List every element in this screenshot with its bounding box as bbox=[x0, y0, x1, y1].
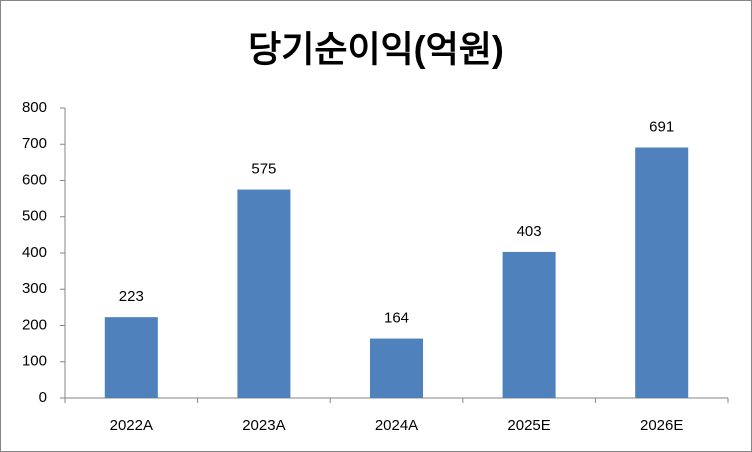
y-tick-label: 100 bbox=[22, 353, 47, 370]
data-label: 691 bbox=[649, 118, 674, 135]
bar bbox=[635, 147, 689, 398]
y-tick-label: 500 bbox=[22, 208, 47, 225]
data-label: 164 bbox=[384, 310, 409, 327]
bar bbox=[104, 317, 158, 398]
y-tick-label: 800 bbox=[22, 99, 47, 116]
y-tick-label: 0 bbox=[39, 389, 47, 406]
bar bbox=[369, 338, 424, 398]
x-tick-label: 2024A bbox=[375, 417, 418, 434]
y-tick-label: 200 bbox=[22, 316, 47, 333]
y-tick-label: 600 bbox=[22, 171, 47, 188]
data-label: 575 bbox=[251, 161, 276, 178]
x-tick-label: 2022A bbox=[110, 417, 153, 434]
y-tick-label: 700 bbox=[22, 135, 47, 152]
data-label: 403 bbox=[517, 223, 542, 240]
bar bbox=[502, 251, 556, 398]
bar bbox=[237, 189, 291, 398]
x-tick-label: 2023A bbox=[242, 417, 285, 434]
x-tick-label: 2025E bbox=[507, 417, 550, 434]
y-tick-label: 300 bbox=[22, 280, 47, 297]
data-label: 223 bbox=[119, 288, 144, 305]
chart-title: 당기순이익(억원) bbox=[248, 29, 504, 70]
x-tick-label: 2026E bbox=[640, 417, 683, 434]
y-tick-label: 400 bbox=[22, 244, 47, 261]
